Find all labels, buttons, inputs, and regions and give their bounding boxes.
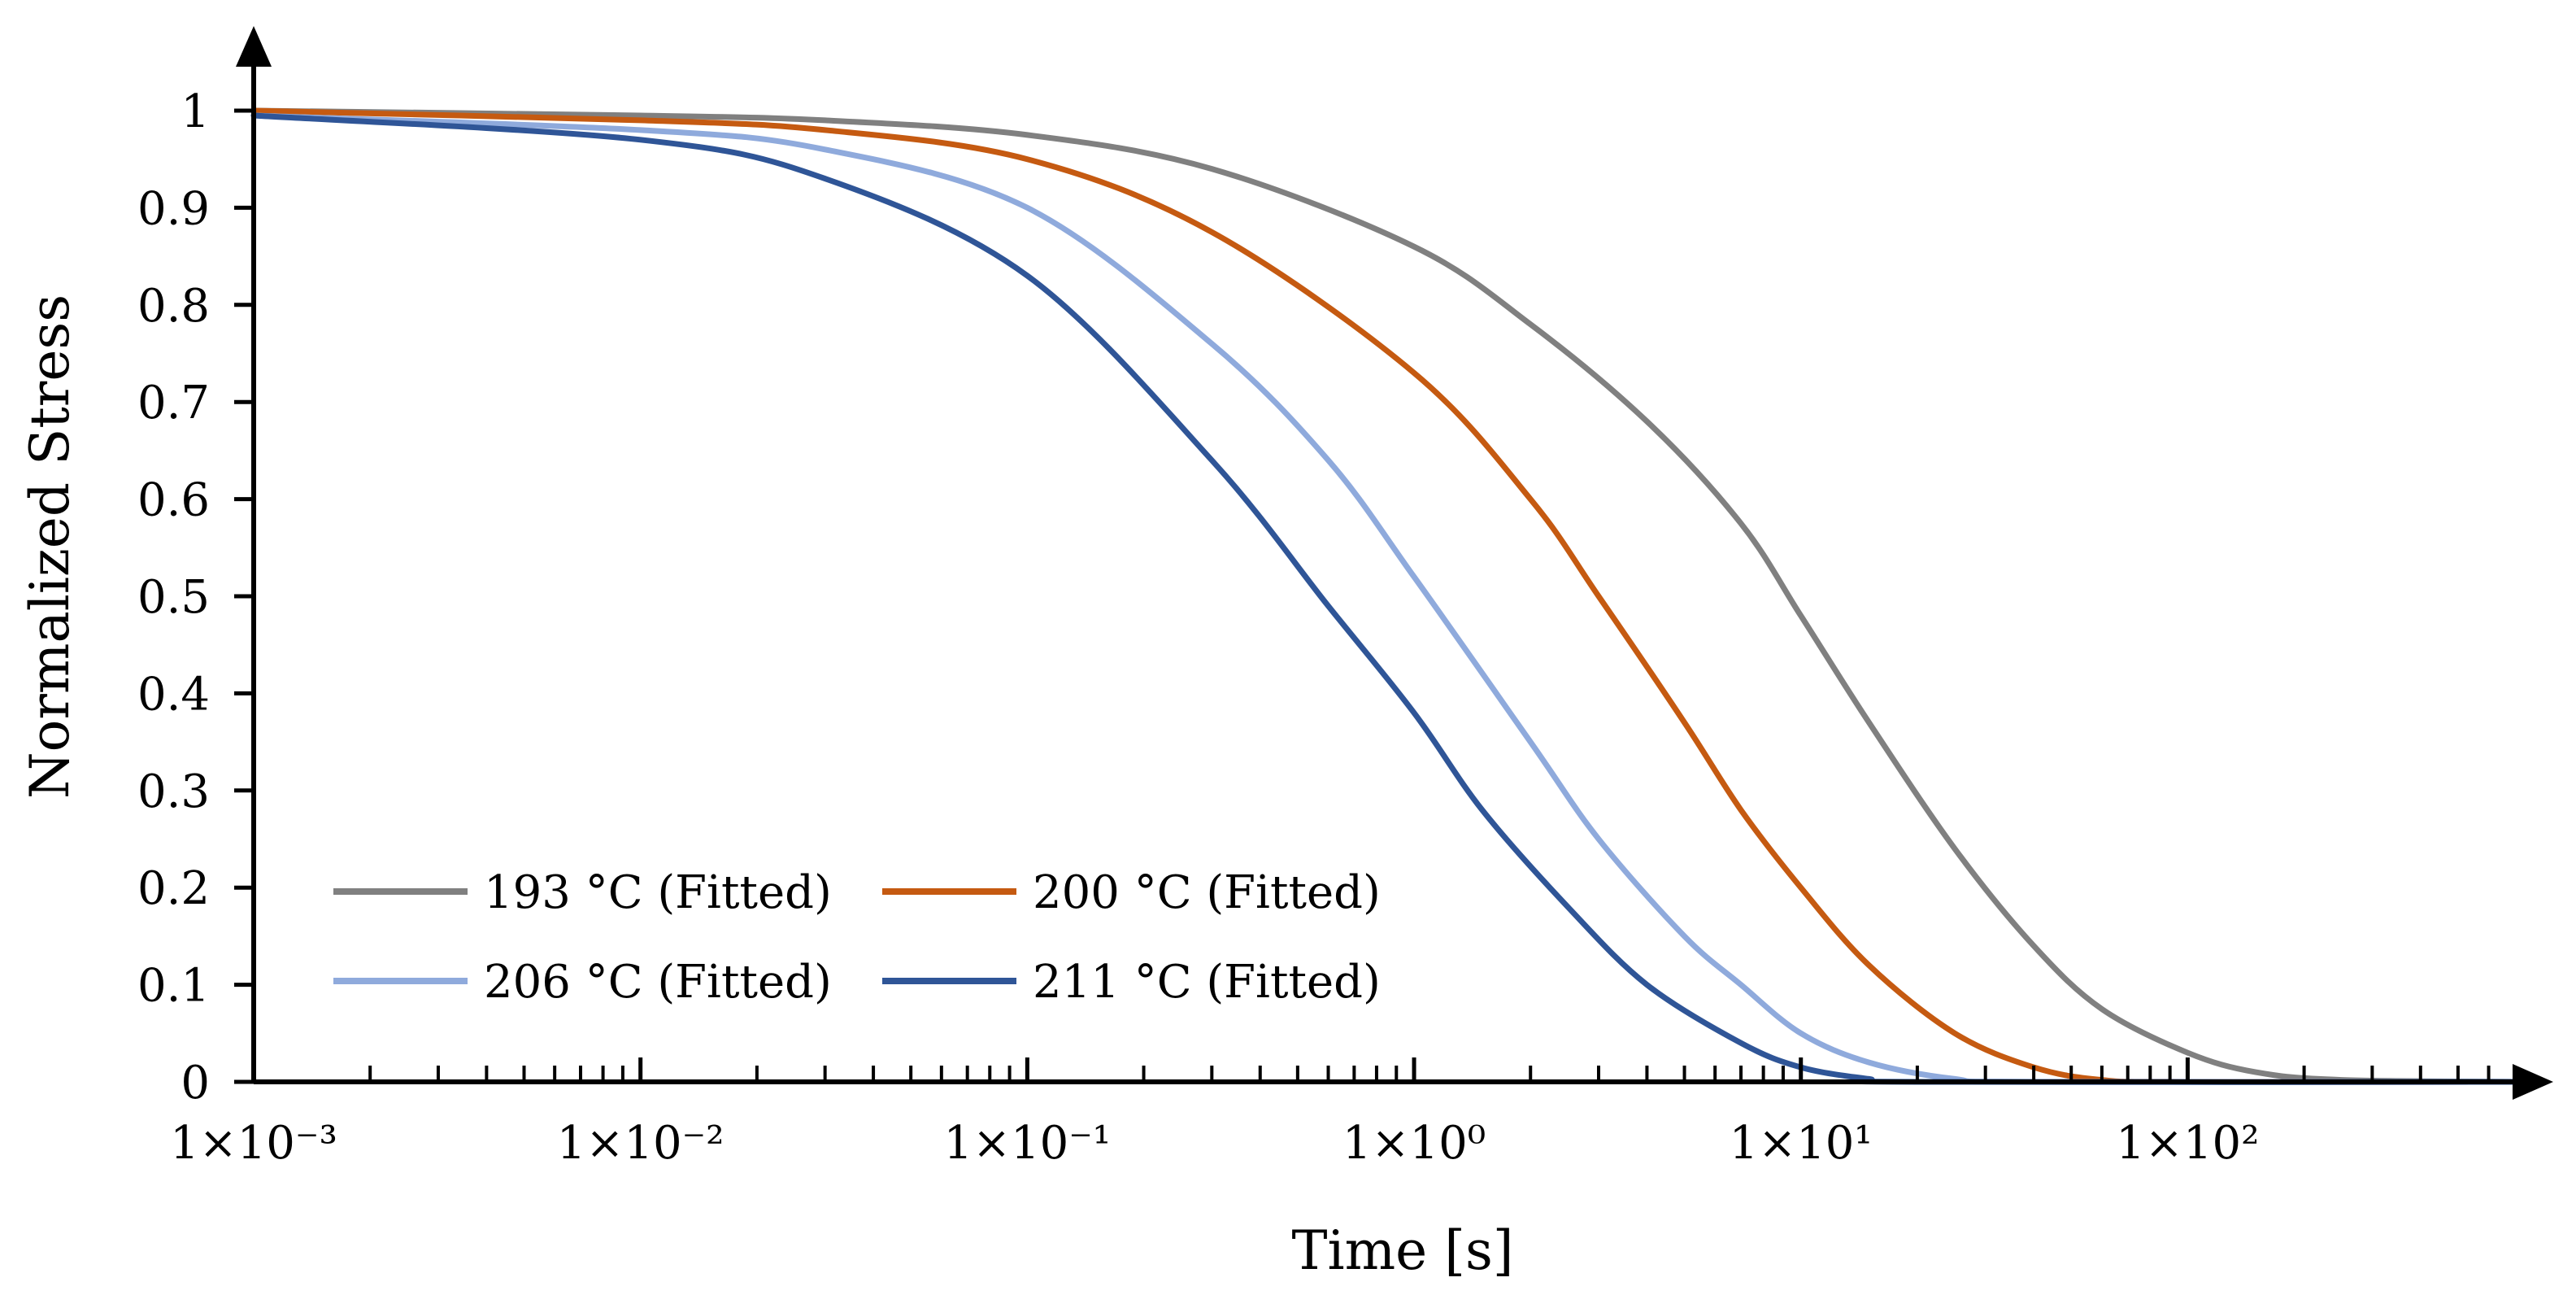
legend-label: 211 °C (Fitted) <box>1033 956 1381 1009</box>
legend-label: 193 °C (Fitted) <box>484 866 832 919</box>
x-axis-title: Time [s] <box>1291 1219 1513 1282</box>
y-tick-label: 0.4 <box>137 668 210 721</box>
axes <box>236 26 2553 1100</box>
y-tick-label: 0.6 <box>137 474 210 527</box>
x-tick-label: 1×10¹ <box>1730 1117 1873 1170</box>
legend-label: 206 °C (Fitted) <box>484 956 832 1009</box>
series-line-1 <box>250 107 2540 1085</box>
y-tick-label: 0.5 <box>137 571 210 624</box>
legend-item-3: 206 °C (Fitted) <box>333 956 832 1009</box>
x-tick-marks <box>251 1057 2491 1082</box>
y-tick-marks <box>234 108 254 1084</box>
x-tick-label: 1×10⁻² <box>557 1117 724 1170</box>
legend-item-2: 200 °C (Fitted) <box>882 866 1381 919</box>
y-tick-labels: 0 0.1 0.2 0.3 0.4 0.5 0.6 0.7 0.8 0.9 1 <box>137 85 210 1110</box>
y-axis-title: Normalized Stress <box>19 294 81 799</box>
y-tick-label: 0.9 <box>137 182 210 235</box>
y-tick-label: 0.7 <box>137 377 210 429</box>
x-tick-label: 1×10⁻³ <box>170 1117 337 1170</box>
y-tick-label: 0.3 <box>137 765 210 818</box>
x-tick-label: 1×10⁰ <box>1342 1117 1486 1170</box>
y-tick-label: 0 <box>181 1057 210 1110</box>
y-tick-label: 0.2 <box>137 862 210 915</box>
legend: 193 °C (Fitted) 200 °C (Fitted) 206 °C (Fi… <box>333 866 1381 1009</box>
x-axis-arrow <box>2513 1064 2553 1100</box>
legend-label: 200 °C (Fitted) <box>1033 866 1381 919</box>
x-tick-label: 1×10⁻¹ <box>943 1117 1111 1170</box>
x-tick-labels: 1×10⁻³ 1×10⁻² 1×10⁻¹ 1×10⁰ 1×10¹ 1×10² <box>170 1117 2259 1170</box>
y-tick-label: 0.8 <box>137 280 210 333</box>
legend-item-4: 211 °C (Fitted) <box>882 956 1381 1009</box>
x-tick-label: 1×10² <box>2116 1117 2259 1170</box>
series-line-4 <box>250 112 2540 1085</box>
series-line-3 <box>250 112 2540 1085</box>
series-line-2 <box>250 107 2540 1085</box>
legend-item-1: 193 °C (Fitted) <box>333 866 832 919</box>
y-tick-label: 1 <box>181 85 210 138</box>
y-tick-label: 0.1 <box>137 960 210 1013</box>
y-axis-arrow <box>236 26 272 67</box>
series-lines <box>250 107 2540 1085</box>
